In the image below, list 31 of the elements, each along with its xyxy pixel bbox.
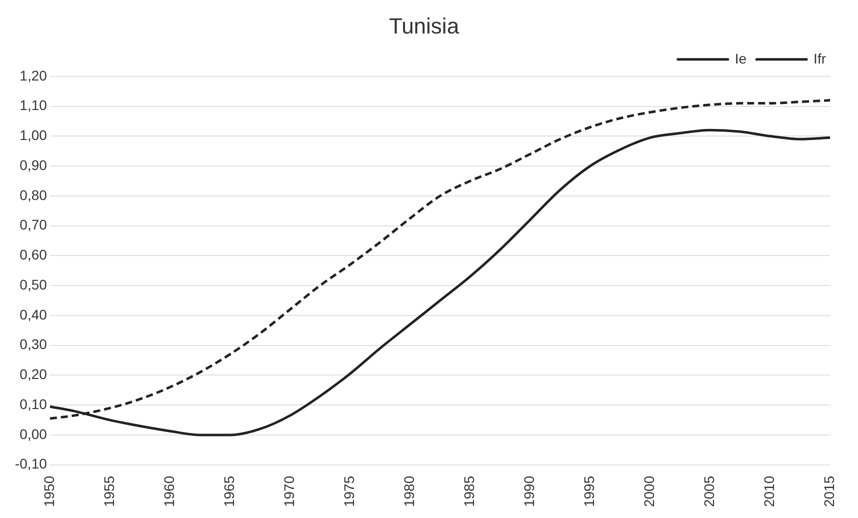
- y-tick-label: 0,00: [20, 426, 48, 442]
- x-tick-label: 1955: [100, 476, 117, 508]
- y-tick-label: 0,90: [20, 156, 48, 173]
- legend-label: Ie: [734, 50, 747, 66]
- x-tick-label: 1975: [340, 476, 357, 508]
- y-tick-label: 0,40: [20, 306, 48, 322]
- y-tick-label: 0,20: [20, 366, 48, 382]
- y-tick-label: 1,20: [20, 67, 48, 84]
- legend-label: Ifr: [814, 50, 826, 66]
- x-tick-label: 1990: [520, 476, 537, 508]
- x-tick-label: 1985: [460, 476, 477, 508]
- chart-title: Tunisia: [388, 13, 460, 38]
- x-tick-label: 1970: [280, 476, 297, 508]
- x-tick-label: 1965: [220, 476, 237, 508]
- y-tick-label: -0,10: [14, 456, 48, 472]
- y-tick-label: 0,10: [20, 396, 48, 412]
- y-tick-label: 0,60: [20, 246, 48, 263]
- y-tick-label: 1,00: [20, 127, 48, 144]
- y-tick-label: 0,30: [20, 336, 48, 352]
- y-tick-label: 1,10: [20, 97, 48, 114]
- x-tick-label: 2000: [640, 476, 657, 508]
- x-tick-label: 1980: [400, 476, 417, 508]
- y-tick-label: 0,50: [20, 276, 48, 292]
- x-tick-label: 2005: [701, 476, 718, 508]
- x-tick-label: 1995: [580, 476, 597, 508]
- x-tick-label: 1950: [40, 476, 57, 508]
- x-tick-label: 2010: [761, 476, 778, 508]
- y-tick-label: 0,80: [20, 186, 48, 203]
- x-tick-label: 1960: [160, 476, 177, 508]
- x-tick-label: 2015: [821, 476, 838, 508]
- y-tick-label: 0,70: [20, 216, 48, 233]
